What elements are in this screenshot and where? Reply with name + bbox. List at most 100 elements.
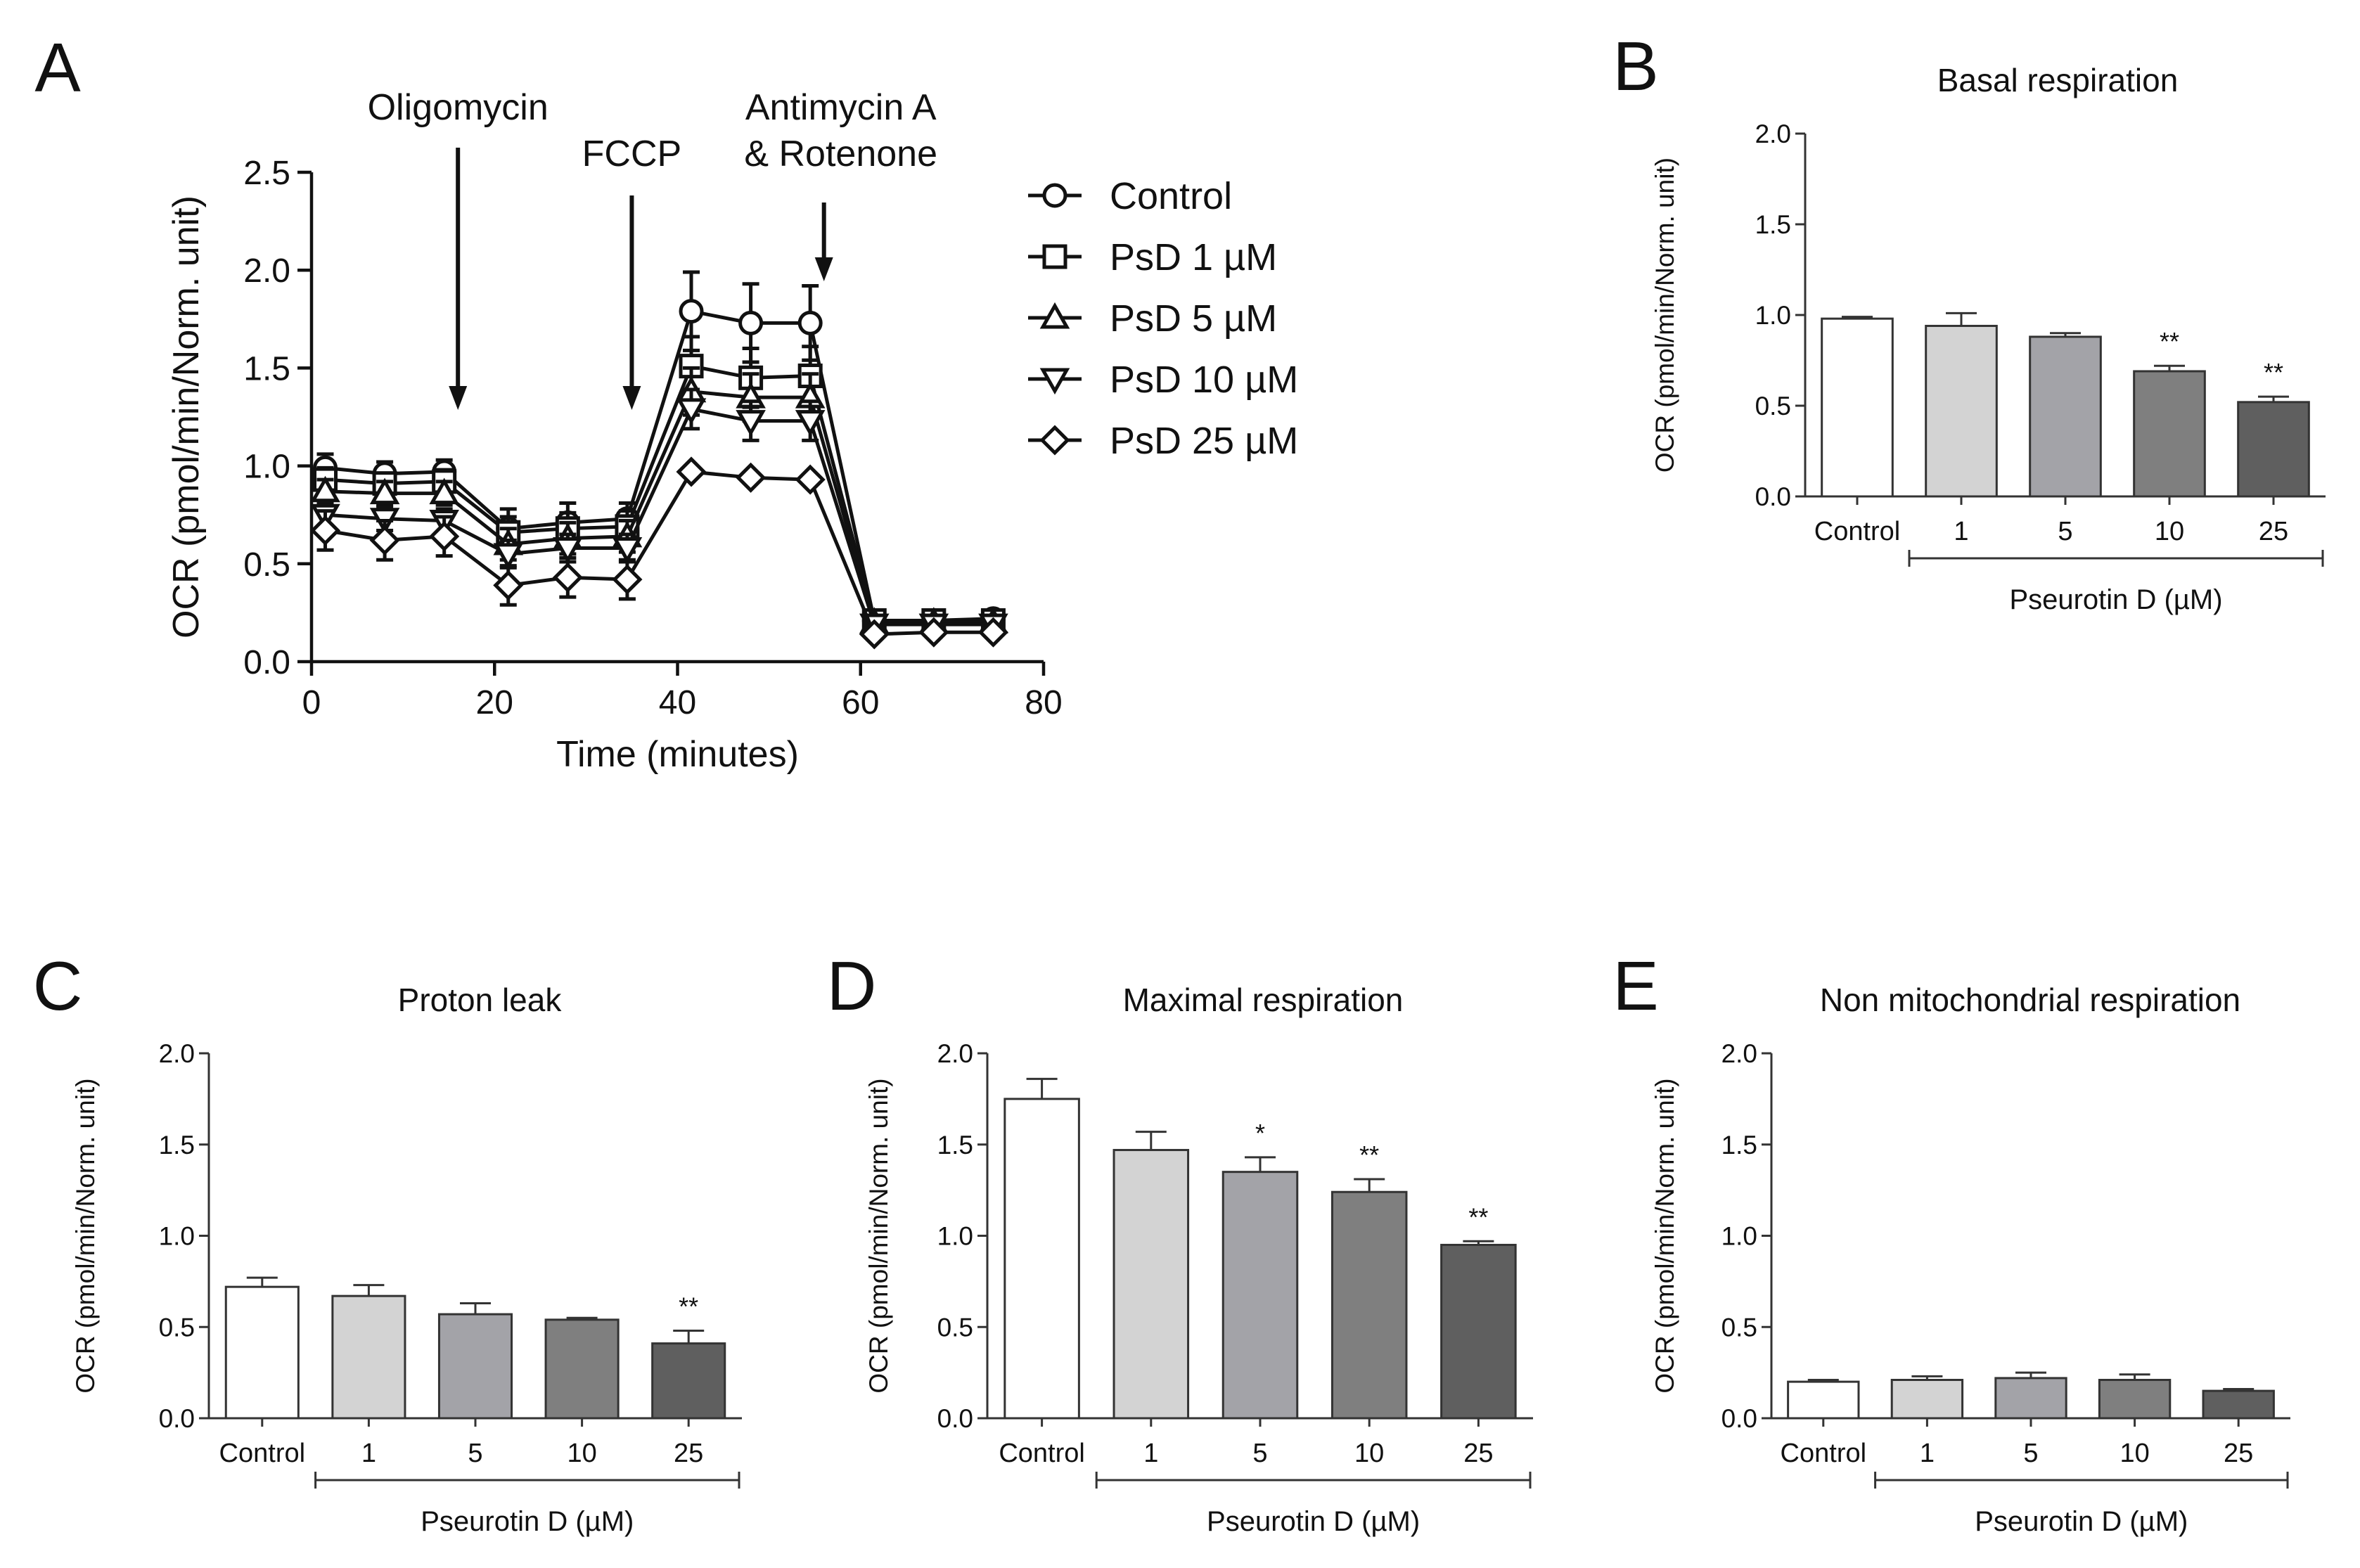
x-tick-label: Control [1814,517,1901,546]
x-tick-label: 25 [2259,517,2288,546]
x-tick-label: 1 [1143,1439,1158,1468]
data-point [795,410,826,437]
bar [2133,370,2206,498]
data-point [1039,425,1070,456]
panel-title-c: Proton leak [398,982,563,1018]
bar [2237,401,2310,498]
data-point [918,617,949,648]
y-tick-label: 0.0 [1721,1404,1757,1433]
x-tick-label: 25 [1463,1439,1493,1468]
bar [1330,1190,1408,1420]
x-tick-label: 10 [1354,1439,1384,1468]
series-line [325,407,994,626]
y-tick-label: 0.0 [1755,482,1791,511]
data-point [369,525,400,555]
data-point [612,564,643,595]
data-point [553,537,583,564]
y-tick-label-a: 1.5 [243,350,290,387]
x-axis-title: Pseurotin D (µM) [421,1506,634,1537]
x-tick-label: Control [999,1439,1085,1468]
data-point [1039,368,1070,395]
data-point [493,570,524,600]
y-tick-label: 1.0 [1755,301,1791,330]
injection-label: Antimycin A [745,87,937,128]
x-tick-label: 1 [1954,517,1968,546]
y-tick-label-a: 0.0 [243,644,290,681]
panel-letter-c: C [33,947,83,1024]
y-tick-label: 0.5 [1721,1313,1757,1342]
bar [1112,1149,1190,1420]
y-tick-label: 0.0 [937,1404,973,1433]
data-point [676,398,707,425]
y-axis-title-a: OCR (pmol/min/Norm. unit) [166,195,207,638]
x-tick-label: 10 [2119,1439,2149,1468]
y-tick-label-a: 0.5 [243,546,290,584]
series-line [325,390,994,624]
injection-arrow-head [449,386,468,410]
y-tick-label: 1.5 [937,1131,973,1159]
data-point [493,543,524,570]
y-tick-label: 0.5 [937,1313,973,1342]
data-point [797,310,823,335]
panel-e: E Non mitochondrial respiration 0.0 0.5 1.0 1… [1612,947,2290,1537]
y-tick-label-a: 1.0 [243,449,290,486]
x-axis-title: Pseurotin D (µM) [1975,1506,2188,1537]
x-tick-label: Control [219,1439,306,1468]
legend-label: PsD 10 µM [1110,359,1298,401]
bar [1440,1243,1517,1420]
y-tick-label: 1.5 [1755,210,1791,239]
panel-title-d: Maximal respiration [1123,982,1404,1018]
x-tick-label: Control [1781,1439,1867,1468]
data-point [859,619,890,650]
y-axis-title: OCR (pmol/min/Norm. unit) [1650,158,1679,473]
legend-label: PsD 5 µM [1110,297,1277,340]
series-circle [313,270,1006,634]
panel-title-e: Non mitochondrial respiration [1820,982,2240,1018]
series-square [313,335,1006,634]
y-tick-label: 0.5 [1755,392,1791,420]
series-triangle-up [310,366,1008,634]
x-tick-label-a: 80 [1025,684,1062,721]
significance-label: ** [1468,1202,1488,1231]
panel-letter-e: E [1612,947,1658,1024]
bar [2202,1389,2275,1420]
y-tick-label: 1.0 [159,1222,195,1251]
data-point [1039,302,1070,329]
x-axis-title: Pseurotin D (µM) [2009,584,2222,615]
x-tick-label: 25 [674,1439,703,1468]
y-tick-label: 2.0 [937,1039,973,1068]
injection-label: & Rotenone [744,134,937,174]
x-tick-label: 5 [1252,1439,1267,1468]
bar [1994,1377,2067,1420]
y-tick-label-a: 2.5 [243,155,290,192]
data-point [676,456,707,487]
data-point [369,477,400,505]
data-point [552,562,583,593]
data-point [738,310,764,335]
significance-label: * [1255,1119,1265,1148]
data-point [977,617,1008,648]
data-point [795,464,826,495]
injection-arrow-head [622,386,641,410]
injection-label: Oligomycin [368,87,549,128]
y-tick-label: 1.0 [937,1222,973,1251]
y-tick-label: 0.0 [159,1404,195,1433]
x-tick-label-a: 40 [659,684,696,721]
legend: Control PsD 1 µM PsD 5 µM PsD 10 µM PsD 25 µ… [1028,175,1298,462]
y-tick-label: 1.0 [1721,1222,1757,1251]
data-point [1042,183,1067,208]
y-tick-label: 2.0 [1721,1039,1757,1068]
panel-letter-a: A [34,29,81,106]
x-tick-label: 1 [361,1439,376,1468]
y-tick-label: 2.0 [1755,120,1791,148]
x-tick-label-a: 20 [476,684,513,721]
injection-label: FCCP [582,134,682,174]
bar [437,1313,513,1420]
injection-arrow-head [814,257,833,281]
panel-b: B Basal respiration 0.0 0.5 1.0 1.5 2.0 OCR (pm… [1612,27,2326,615]
data-point [736,462,767,493]
legend-label: Control [1110,175,1232,217]
significance-label: ** [1359,1140,1379,1169]
panel-a: A 0.0 0.5 1.0 1.5 2.0 2.5 0 20 40 60 80 Time (minute… [34,29,1298,775]
